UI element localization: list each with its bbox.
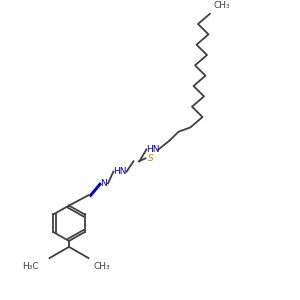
Text: H₃C: H₃C (22, 262, 39, 271)
Text: N: N (100, 179, 107, 188)
Text: S: S (148, 154, 153, 163)
Text: HN: HN (113, 167, 127, 176)
Text: CH₃: CH₃ (93, 262, 110, 271)
Text: CH₃: CH₃ (213, 1, 230, 10)
Text: HN: HN (146, 145, 160, 154)
